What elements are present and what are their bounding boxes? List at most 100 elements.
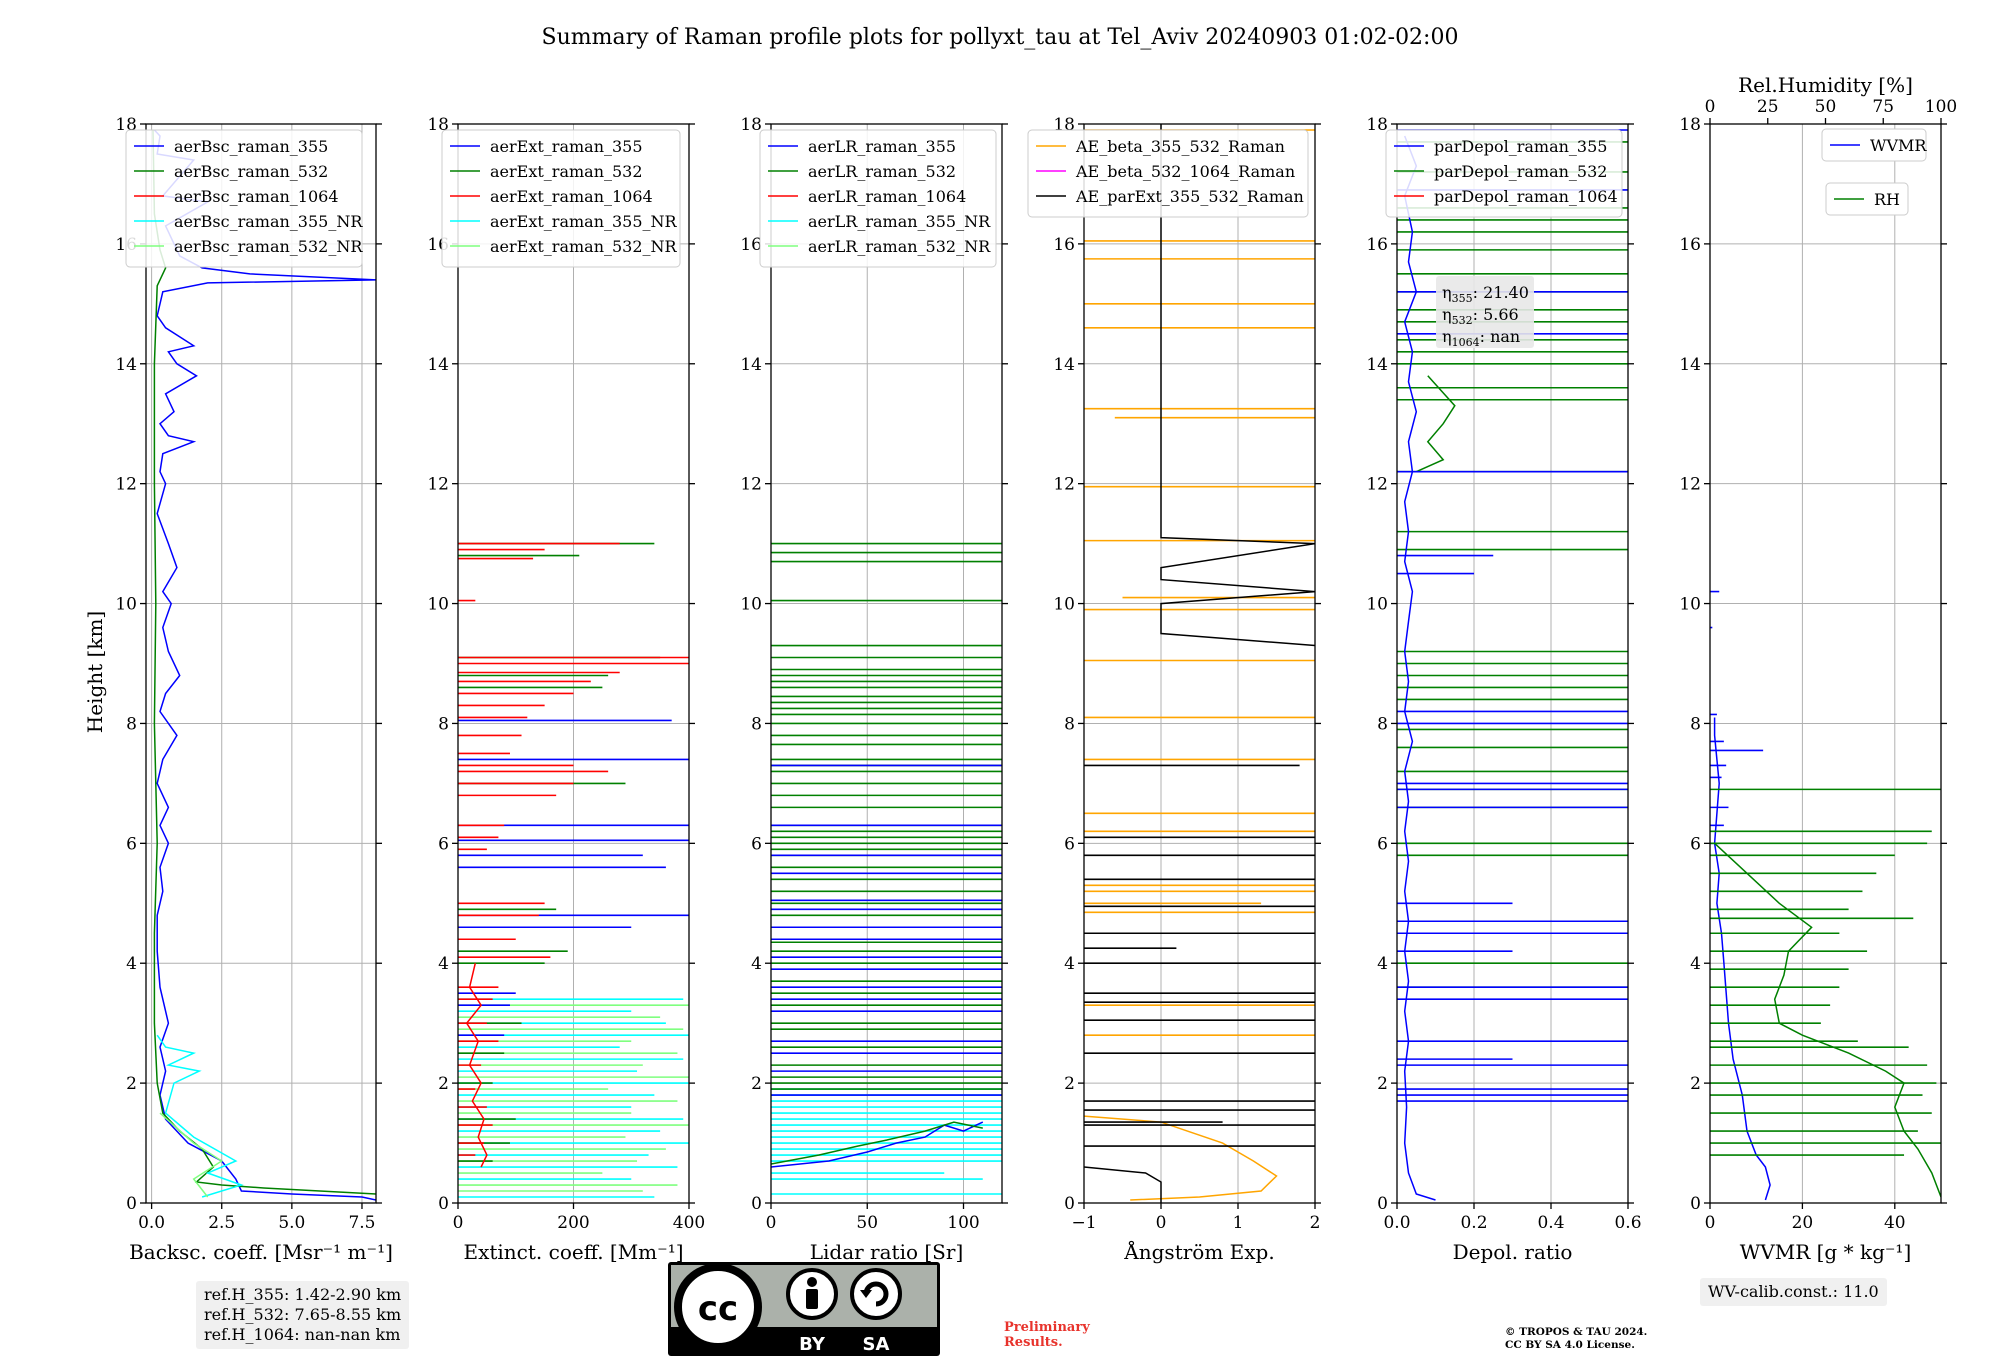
wvmr-legend: WVMR [1821,128,1927,162]
legend-entry: AE_beta_532_1064_Raman [1075,162,1295,181]
y-tick-label: 0 [1690,1194,1701,1214]
by-label: BY [799,1334,826,1355]
y-tick-label: 10 [115,595,137,615]
legend-entry: aerExt_raman_532_NR [490,237,678,256]
legend-entry: aerBsc_raman_532 [174,162,328,181]
x-tick-label: 0 [453,1213,464,1233]
legend-entry: aerBsc_raman_1064 [174,187,339,206]
x-tick-label: 0.6 [1614,1213,1641,1233]
annotation-line: η1064: nan [1442,327,1520,349]
series-parDepol_raman_532_profile [1415,375,1456,473]
legend-frame [759,129,997,268]
panel-ext-legend: aerExt_raman_355 aerExt_raman_532 aerExt_r… [441,129,681,268]
top-x-tick-label: 75 [1872,97,1894,117]
legend-entry: parDepol_raman_532 [1434,162,1607,181]
preliminary-line-1: Preliminary [1004,1320,1090,1335]
panel-depol: 0 2 4 6 8 10 12 14 16 18 0.0 0.2 0.4 0.6 Depol. ratio p… [1366,115,1641,1264]
colon: : [1480,327,1490,346]
y-tick-label: 16 [1366,235,1388,255]
annotation-value: 21.40 [1483,283,1529,302]
y-tick-label: 4 [1377,954,1388,974]
rel-humidity-axis-label: Rel.Humidity [%] [1738,73,1913,97]
y-tick-label: 16 [1053,235,1075,255]
legend-entry: aerLR_raman_532 [808,162,956,181]
x-tick-label: 0 [1705,1213,1716,1233]
legend-frame [125,129,363,268]
y-tick-label: 2 [751,1074,762,1094]
y-tick-label: 2 [1690,1074,1701,1094]
y-tick-label: 10 [740,595,762,615]
wavelength-subscript: 532 [1452,314,1473,327]
panel-bsc-frame [145,123,377,1204]
sa-label: SA [863,1334,890,1355]
y-tick-label: 18 [1679,115,1701,135]
legend-entry: AE_beta_355_532_Raman [1075,137,1285,156]
y-tick-label: 12 [740,475,762,495]
y-tick-label: 4 [751,954,762,974]
refh-355: ref.H_355: 1.42-2.90 km [204,1285,402,1304]
y-tick-label: 6 [751,834,762,854]
figure-title: Summary of Raman profile plots for polly… [542,25,1459,50]
x-tick-label: 2 [1310,1213,1321,1233]
copyright-note: © TROPOS & TAU 2024. CC BY SA 4.0 Licens… [1505,1326,1647,1352]
y-tick-label: 10 [1366,595,1388,615]
series-parDepol_raman_355_profile [1403,135,1436,1201]
series-RH_hlines [1710,788,1941,1156]
y-tick-label: 8 [1064,714,1075,734]
wavelength-subscript: 1064 [1452,336,1480,349]
y-tick-label: 14 [115,355,137,375]
copyright-line-2: CC BY SA 4.0 License. [1505,1339,1635,1351]
series-aerLR_raman_355_profile [771,1121,984,1168]
legend-entry: aerBsc_raman_355_NR [174,212,363,231]
series-AE_beta_355_532_Raman_profile [1084,1115,1278,1201]
rh-legend: RH [1825,182,1909,216]
y-tick-label: 14 [1366,355,1388,375]
legend-frame [1821,128,1927,162]
legend-entry: aerExt_raman_355 [490,137,643,156]
series-AE_parExt_355_532_Raman_lines [1084,764,1315,1147]
x-tick-label: 50 [856,1213,878,1233]
y-tick-label: 14 [427,355,449,375]
y-tick-label: 12 [1366,475,1388,495]
series-AE_beta_355_532_Raman [1084,129,1315,1036]
x-tick-label: 0.2 [1460,1213,1487,1233]
series-aerExt_raman_1064_profile [465,963,488,1168]
legend-entry: parDepol_raman_355 [1434,137,1607,156]
x-tick-label: 0.0 [138,1213,165,1233]
panel-ext-xlabel: Extinct. coeff. [Mm⁻¹] [463,1240,683,1264]
y-tick-label: 8 [1377,714,1388,734]
y-tick-label: 12 [427,475,449,495]
series-aerExt_raman_355 [458,719,689,1036]
y-tick-label: 12 [1053,475,1075,495]
annotation-value: nan [1490,327,1520,346]
series-AE_parExt_355_532_Raman_profile [1084,1166,1162,1203]
annotation-background [1436,276,1534,348]
panel-bsc-data [152,129,376,1201]
panel-ae-data [1084,124,1315,1203]
x-tick-label: 7.5 [348,1213,375,1233]
y-tick-label: 2 [126,1074,137,1094]
x-tick-label: 40 [1884,1213,1906,1233]
panel-ae-frame [1083,123,1316,1204]
y-tick-label: 18 [1366,115,1388,135]
legend-entry: aerLR_raman_355 [808,137,956,156]
series-aerLR_raman_355 [771,764,1002,1096]
top-x-tick-label: 25 [1757,97,1779,117]
y-tick-label: 0 [751,1194,762,1214]
panel-lr-data [771,542,1002,1195]
legend-entry: parDepol_raman_1064 [1434,187,1618,206]
eta-symbol: η [1442,305,1452,324]
y-tick-label: 0 [126,1194,137,1214]
y-tick-label: 4 [126,954,137,974]
y-tick-label: 8 [751,714,762,734]
x-tick-label: 20 [1792,1213,1814,1233]
panel-ext-data [458,542,689,1198]
x-tick-label: 100 [947,1213,979,1233]
x-tick-label: 0 [1156,1213,1167,1233]
y-tick-label: 14 [740,355,762,375]
series-aerLR_raman_532 [771,542,1002,1090]
